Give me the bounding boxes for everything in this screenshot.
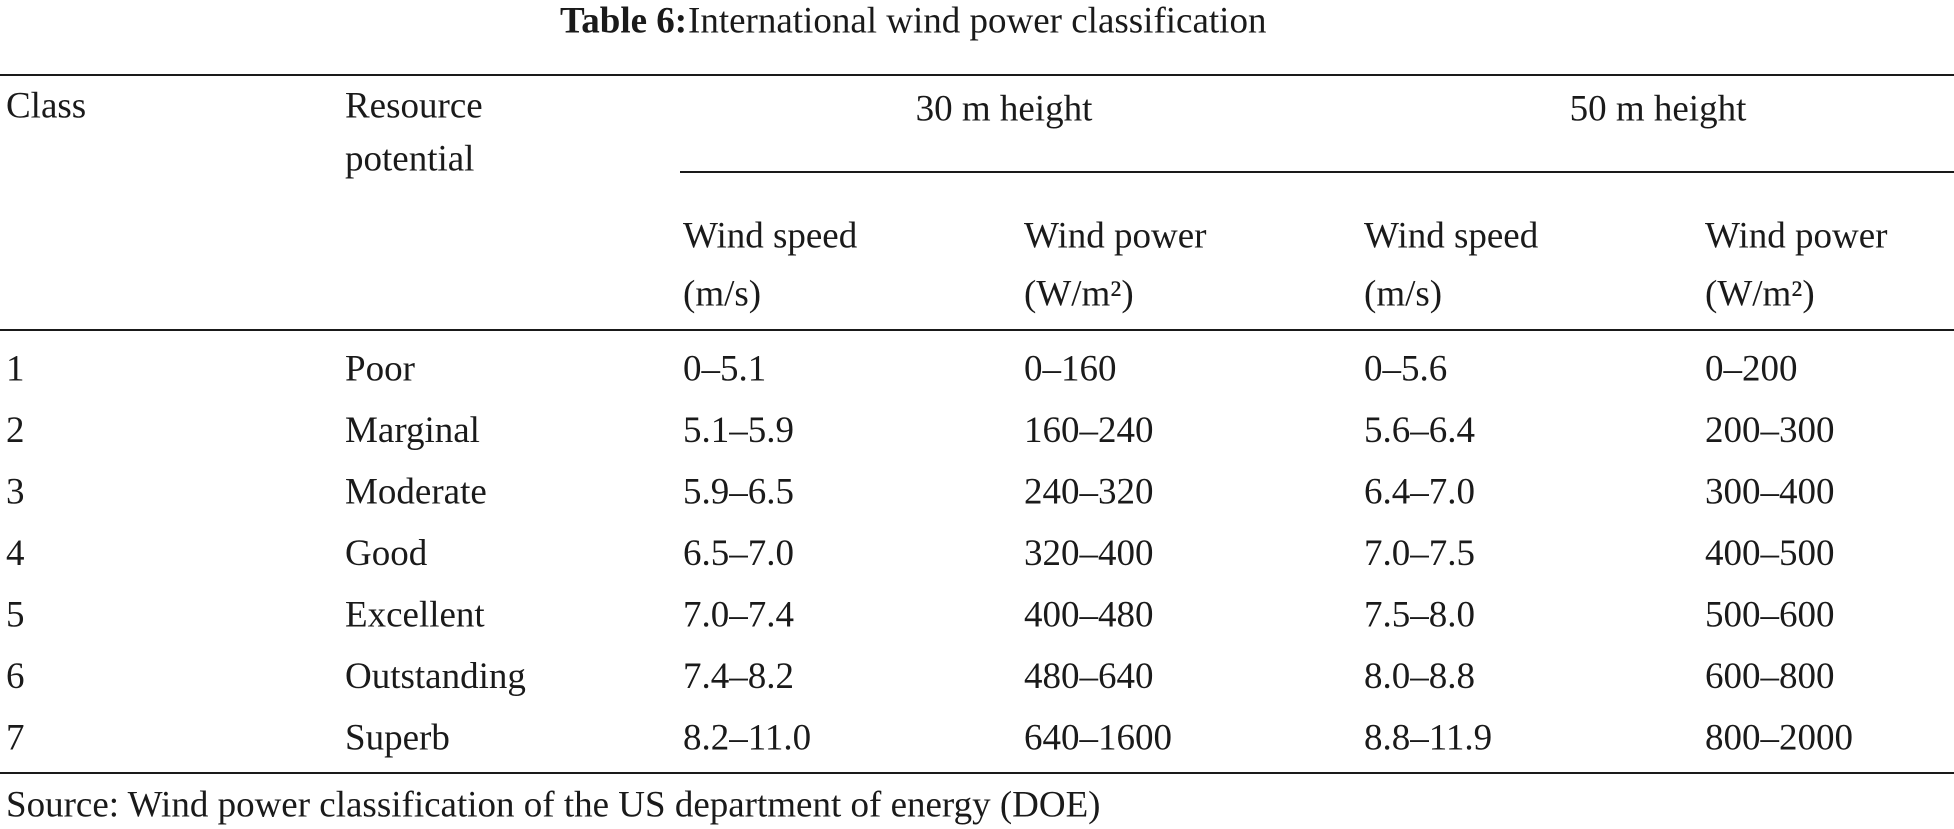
group-header: 50 m height [1570, 88, 1747, 129]
table-cell: 0–5.6 [1364, 348, 1447, 389]
table-cell: 6 [6, 656, 25, 697]
subheader-cell: Wind power [1024, 215, 1206, 256]
table-cell: 7.0–7.5 [1364, 533, 1475, 574]
table-cell: 7 [6, 717, 25, 758]
table-cell: 7.4–8.2 [683, 656, 794, 697]
subheader-cell: (m/s) [683, 273, 761, 314]
table-cell: 3 [6, 471, 25, 512]
table-cell: 160–240 [1024, 410, 1154, 451]
table-cell: 500–600 [1705, 594, 1835, 635]
subheader-cell: (W/m²) [1024, 273, 1134, 314]
table-cell: 7.5–8.0 [1364, 594, 1475, 635]
subheader-cell: (m/s) [1364, 273, 1442, 314]
table-cell: Excellent [345, 594, 485, 635]
table-cell: 320–400 [1024, 533, 1154, 574]
table-cell: 400–480 [1024, 594, 1154, 635]
table-cell: 2 [6, 410, 25, 451]
table-cell: 480–640 [1024, 656, 1154, 697]
table-cell: 5.9–6.5 [683, 471, 794, 512]
header-cell: Resource [345, 85, 483, 126]
table-cell: 200–300 [1705, 410, 1835, 451]
table-cell: 7.0–7.4 [683, 594, 794, 635]
table-cell: 800–2000 [1705, 717, 1853, 758]
table-title: International wind power classification [688, 0, 1266, 41]
table-cell: 1 [6, 348, 25, 389]
subheader-cell: Wind speed [683, 215, 858, 256]
table-cell: 6.5–7.0 [683, 533, 794, 574]
subheader-cell: Wind speed [1364, 215, 1539, 256]
table-cell: 240–320 [1024, 471, 1154, 512]
table-cell: Outstanding [345, 656, 526, 697]
table-cell: Marginal [345, 410, 480, 451]
subheader-cell: (W/m²) [1705, 273, 1815, 314]
table-cell: 640–1600 [1024, 717, 1172, 758]
table-cell: Superb [345, 717, 450, 758]
table-cell: 400–500 [1705, 533, 1835, 574]
table-cell: Poor [345, 348, 415, 389]
subheader-cell: Wind power [1705, 215, 1887, 256]
table-cell: 0–160 [1024, 348, 1117, 389]
header-cell: potential [345, 138, 474, 179]
table-cell: 8.2–11.0 [683, 717, 811, 758]
table-cell: 8.0–8.8 [1364, 656, 1475, 697]
table-cell: 300–400 [1705, 471, 1835, 512]
table-cell: Good [345, 533, 428, 574]
table-cell: 4 [6, 533, 25, 574]
table-cell: 5.6–6.4 [1364, 410, 1475, 451]
table-cell: 0–5.1 [683, 348, 766, 389]
table-cell: 600–800 [1705, 656, 1835, 697]
table-cell: 6.4–7.0 [1364, 471, 1475, 512]
table-label: Table 6: [560, 0, 687, 41]
table-cell: 8.8–11.9 [1364, 717, 1492, 758]
source-note: Source: Wind power classification of the… [6, 784, 1101, 825]
table-cell: 5 [6, 594, 25, 635]
header-cell: Class [6, 85, 86, 126]
group-header: 30 m height [916, 88, 1093, 129]
table-cell: 0–200 [1705, 348, 1798, 389]
table-cell: 5.1–5.9 [683, 410, 794, 451]
table-cell: Moderate [345, 471, 487, 512]
